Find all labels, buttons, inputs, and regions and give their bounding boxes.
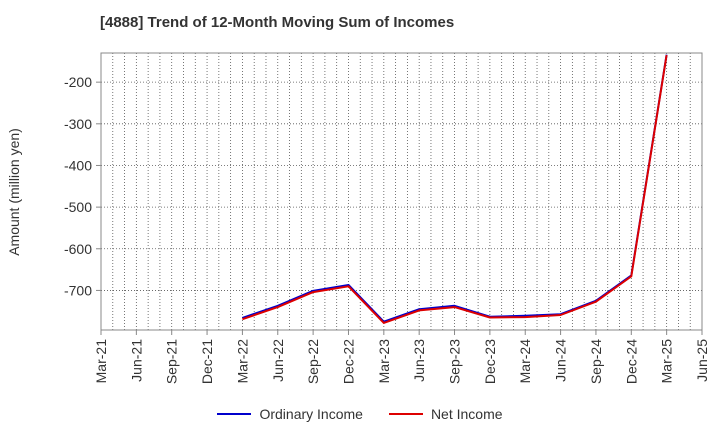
legend-item-ordinary-income: Ordinary Income	[217, 406, 363, 422]
x-tick-label: Sep-21	[164, 339, 180, 384]
y-tick-label: -300	[64, 116, 92, 132]
x-tick-label: Jun-24	[553, 339, 569, 382]
legend-label-net-income: Net Income	[430, 406, 503, 422]
x-tick-label: Sep-23	[447, 339, 463, 384]
y-axis-label: Amount (million yen)	[6, 128, 22, 256]
y-tick-label: -400	[64, 157, 92, 173]
x-tick-label: Sep-22	[305, 339, 321, 384]
x-tick-label: Jun-21	[128, 339, 144, 382]
chart-title: [4888] Trend of 12-Month Moving Sum of I…	[100, 14, 455, 31]
y-tick-label: -700	[64, 282, 92, 298]
legend-item-net-income: Net Income	[388, 406, 503, 422]
x-tick-label: Mar-23	[376, 339, 392, 384]
series-layer	[242, 54, 668, 324]
series-line-net-income	[242, 54, 668, 324]
x-tick-label: Dec-23	[482, 339, 498, 384]
x-tick-label: Mar-25	[659, 339, 675, 384]
legend-label-ordinary-income: Ordinary Income	[259, 406, 363, 422]
y-tick-label: -600	[64, 241, 92, 257]
x-tick-label: Jun-23	[411, 339, 427, 382]
x-tick-label: Jun-25	[694, 339, 710, 382]
y-tick-label: -500	[64, 199, 92, 215]
x-axis: Mar-21 Jun-21 Sep-21 Dec-21 Mar-22 Jun-22 Sep-…	[93, 330, 710, 384]
x-tick-label: Dec-24	[623, 339, 639, 384]
legend-swatch-net-income	[388, 413, 423, 415]
grid	[100, 53, 703, 330]
legend-swatch-ordinary-income	[217, 413, 252, 415]
x-tick-label: Mar-21	[93, 339, 109, 384]
plot-area	[100, 52, 703, 331]
x-tick-label: Mar-24	[517, 339, 533, 384]
x-tick-label: Sep-24	[588, 339, 604, 384]
y-tick-label: -200	[64, 74, 92, 90]
x-tick-label: Jun-22	[270, 339, 286, 382]
y-axis: -200 -300 -400 -500 -600 -700	[64, 74, 101, 298]
legend: Ordinary Income Net Income	[0, 406, 720, 422]
x-tick-label: Dec-22	[340, 339, 356, 384]
x-tick-label: Mar-22	[234, 339, 250, 384]
x-tick-label: Dec-21	[199, 339, 215, 384]
